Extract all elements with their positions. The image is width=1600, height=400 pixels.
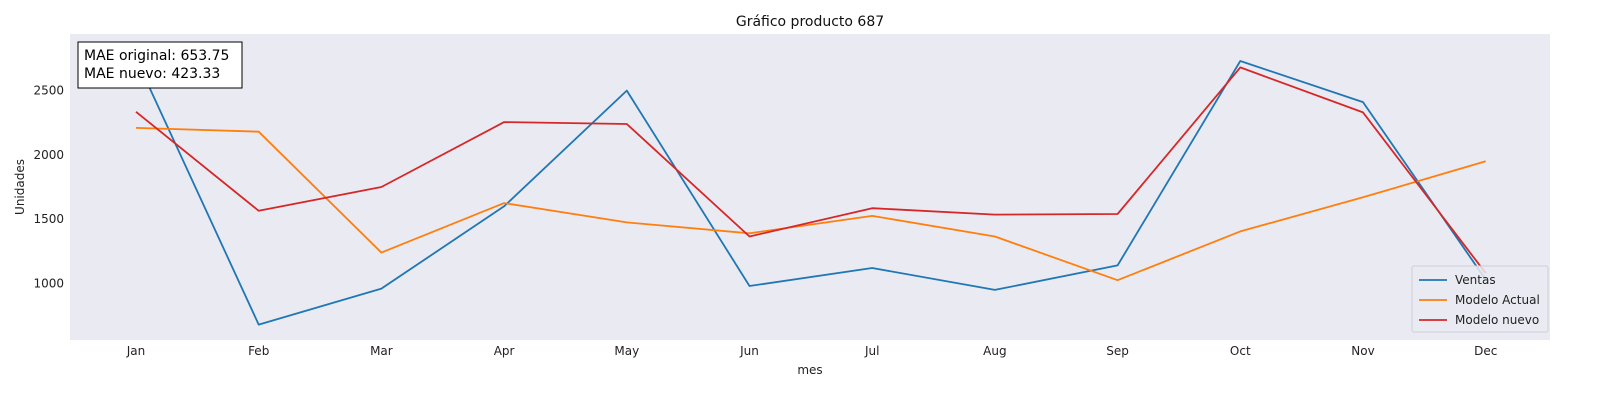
legend-label-modelo-nuevo: Modelo nuevo [1455,313,1539,327]
x-tick-label: May [614,344,639,358]
x-axis-ticks: Jan Feb Mar Apr May Jun Jul Aug Sep Oct Nov Dec [126,344,1498,358]
mae-nuevo-label: MAE nuevo: 423.33 [84,66,220,82]
y-axis-label: Unidades [13,159,27,215]
legend: Ventas Modelo Actual Modelo nuevo [1411,265,1549,333]
x-tick-label: Sep [1106,344,1129,358]
x-tick-label: Feb [248,344,269,358]
y-tick-label: 2500 [33,84,64,98]
legend-label-ventas: Ventas [1455,273,1496,287]
x-tick-label: Aug [983,344,1006,358]
x-tick-label: Jul [864,344,879,358]
y-tick-label: 2000 [33,148,64,162]
mae-annotation-frame [77,41,243,89]
legend-frame [1411,265,1549,333]
series-lines [135,58,1487,326]
x-tick-label: Jan [126,344,146,358]
mae-original-label: MAE original: 653.75 [84,48,229,64]
y-tick-label: 1000 [33,276,64,290]
x-tick-label: Apr [494,344,515,358]
x-tick-label: Dec [1474,344,1497,358]
series-line-ventas [135,58,1487,326]
x-tick-label: Nov [1351,344,1374,358]
legend-label-modelo-actual: Modelo Actual [1455,293,1540,307]
plot-area [70,34,1550,340]
y-axis-ticks: 1000 1500 2000 2500 [33,84,64,291]
x-axis-label: mes [797,363,822,377]
x-tick-label: Jun [739,344,759,358]
y-tick-label: 1500 [33,212,64,226]
x-tick-label: Mar [370,344,393,358]
series-line-modelo-nuevo [135,66,1487,274]
series-line-modelo-actual [135,127,1486,282]
x-tick-label: Oct [1230,344,1251,358]
chart-title: Gráfico producto 687 [736,14,884,30]
mae-annotation-box: MAE original: 653.75 MAE nuevo: 423.33 [77,41,243,89]
